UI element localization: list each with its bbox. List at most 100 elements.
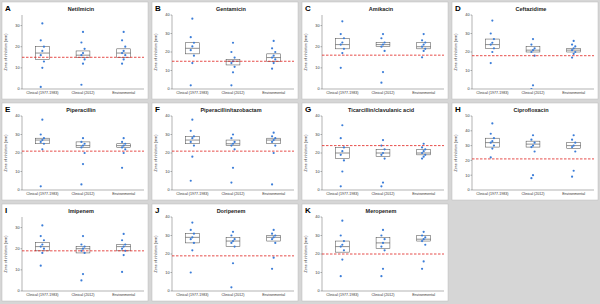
y-axis [22,15,23,89]
x-tick-label: Clinical (1977-1983) [176,192,208,196]
panel: GTicarcillin/clavulanic acidZone of inhi… [302,103,448,200]
data-point [82,273,84,275]
data-point [80,183,82,185]
data-point [230,137,232,139]
y-tick [21,269,23,270]
y-tick [321,272,323,273]
data-point [573,170,575,172]
data-point [232,71,234,73]
data-point [82,235,84,237]
y-tick-label: 40 [465,13,469,17]
x-tick-label: Clinical (2012) [372,192,395,196]
data-point [423,50,425,52]
data-point [424,41,426,43]
box-median [376,153,390,154]
data-point [271,141,273,143]
breakpoint-line [472,55,594,56]
data-point [193,42,195,44]
plot-area [172,221,294,288]
data-point [40,235,42,237]
y-tick-label: 10 [15,268,19,272]
data-point [271,183,273,185]
data-point [423,231,425,233]
panel: CAmikacinZone of inhibition (mm)0102030C… [302,2,448,99]
data-point [340,185,342,187]
data-point [380,234,382,236]
data-point [382,33,384,35]
data-point [41,252,43,254]
data-point [341,150,343,152]
panel: BGentamicinZone of inhibition (mm)010203… [152,2,298,99]
panel: KMeropenemZone of inhibition (mm)0102030… [302,204,448,301]
y-tick-label: 0 [167,289,169,293]
data-point [191,221,193,223]
data-point [43,60,45,62]
data-point [121,63,123,65]
x-axis [322,89,444,90]
y-tick [21,116,23,117]
data-point [340,67,342,69]
data-point [340,246,342,248]
data-point [380,82,382,84]
data-point [271,268,273,270]
box-median [376,242,390,243]
data-point [40,86,42,88]
box [185,234,199,243]
data-point [274,145,276,147]
box-median [267,140,281,141]
data-point [491,122,493,124]
data-point [43,143,45,145]
data-point [230,145,232,147]
y-axis-label: Zone of inhibition (mm) [154,135,158,172]
y-tick [171,52,173,53]
breakpoint-line [322,145,444,146]
data-point [234,66,236,68]
data-point [340,275,342,277]
box-median [417,153,431,154]
data-point [382,139,384,141]
y-tick [171,190,173,191]
x-axis [22,89,144,90]
data-point [341,41,343,43]
data-point [41,148,43,150]
panel-title: Piperacillin/tazobactam [200,107,261,113]
y-tick [171,15,173,16]
box-median [485,44,499,45]
y-tick [471,175,473,176]
box-median [335,246,349,247]
data-point [421,240,423,242]
data-point [423,33,425,35]
data-point [273,229,275,231]
panel-frame [2,103,148,200]
data-point [40,133,42,135]
box [526,141,540,147]
data-point [230,62,232,64]
plot-area [322,220,444,278]
y-axis [172,116,173,190]
y-axis [22,217,23,291]
data-point [190,238,192,240]
box-median [567,145,581,146]
data-point [273,62,275,64]
data-point [191,18,193,20]
data-point [193,135,195,137]
data-point [274,58,276,60]
y-tick [321,291,323,292]
breakpoint-line [172,61,294,62]
data-point [121,271,123,273]
y-tick [21,89,23,90]
box-median [185,140,199,141]
box-median [117,53,131,54]
y-tick [321,171,323,172]
data-point [191,156,193,158]
box [76,142,90,148]
plot-area [172,119,294,186]
box [35,242,49,250]
data-point [193,145,195,147]
data-point [84,152,86,154]
data-point [193,55,195,57]
y-axis-label: Zone of inhibition (mm) [154,236,158,273]
data-point [490,156,492,158]
data-point [274,137,276,139]
box [117,49,131,57]
